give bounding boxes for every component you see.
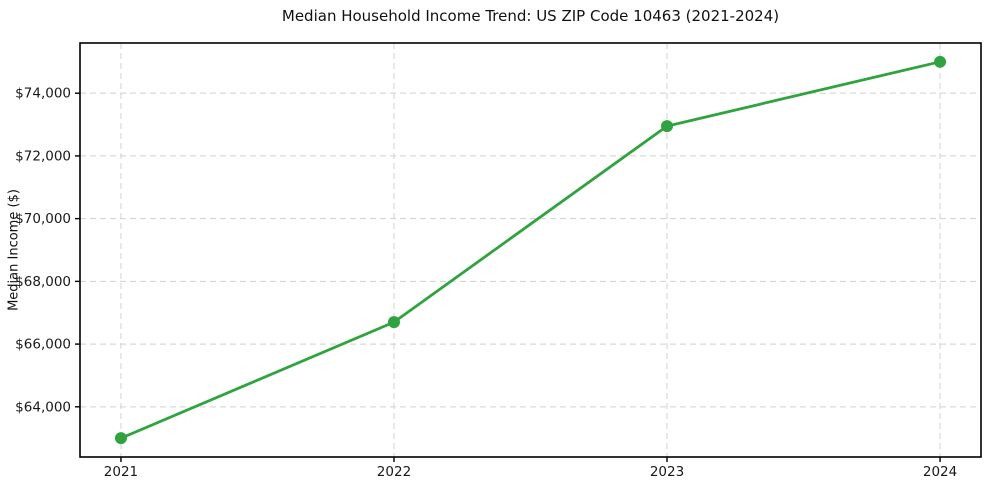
x-tick-label: 2021 (104, 464, 138, 480)
data-point-2022 (387, 316, 400, 329)
data-point-2023 (661, 120, 674, 133)
x-tick-label: 2024 (923, 464, 957, 480)
y-tick-label: $64,000 (15, 399, 71, 415)
chart-title: Median Household Income Trend: US ZIP Co… (281, 7, 780, 25)
x-tick-label: 2022 (377, 464, 411, 480)
plot-frame (79, 42, 982, 458)
data-point-2024 (934, 55, 947, 68)
y-tick-label: $66,000 (15, 337, 71, 353)
trend-line (119, 60, 942, 440)
x-tick-label: 2023 (650, 464, 684, 480)
y-tick-label: $72,000 (15, 148, 71, 164)
y-tick-label: $74,000 (15, 86, 71, 102)
y-tick-label: $70,000 (15, 211, 71, 227)
y-tick-label: $68,000 (15, 274, 71, 290)
data-point-2021 (114, 432, 127, 445)
